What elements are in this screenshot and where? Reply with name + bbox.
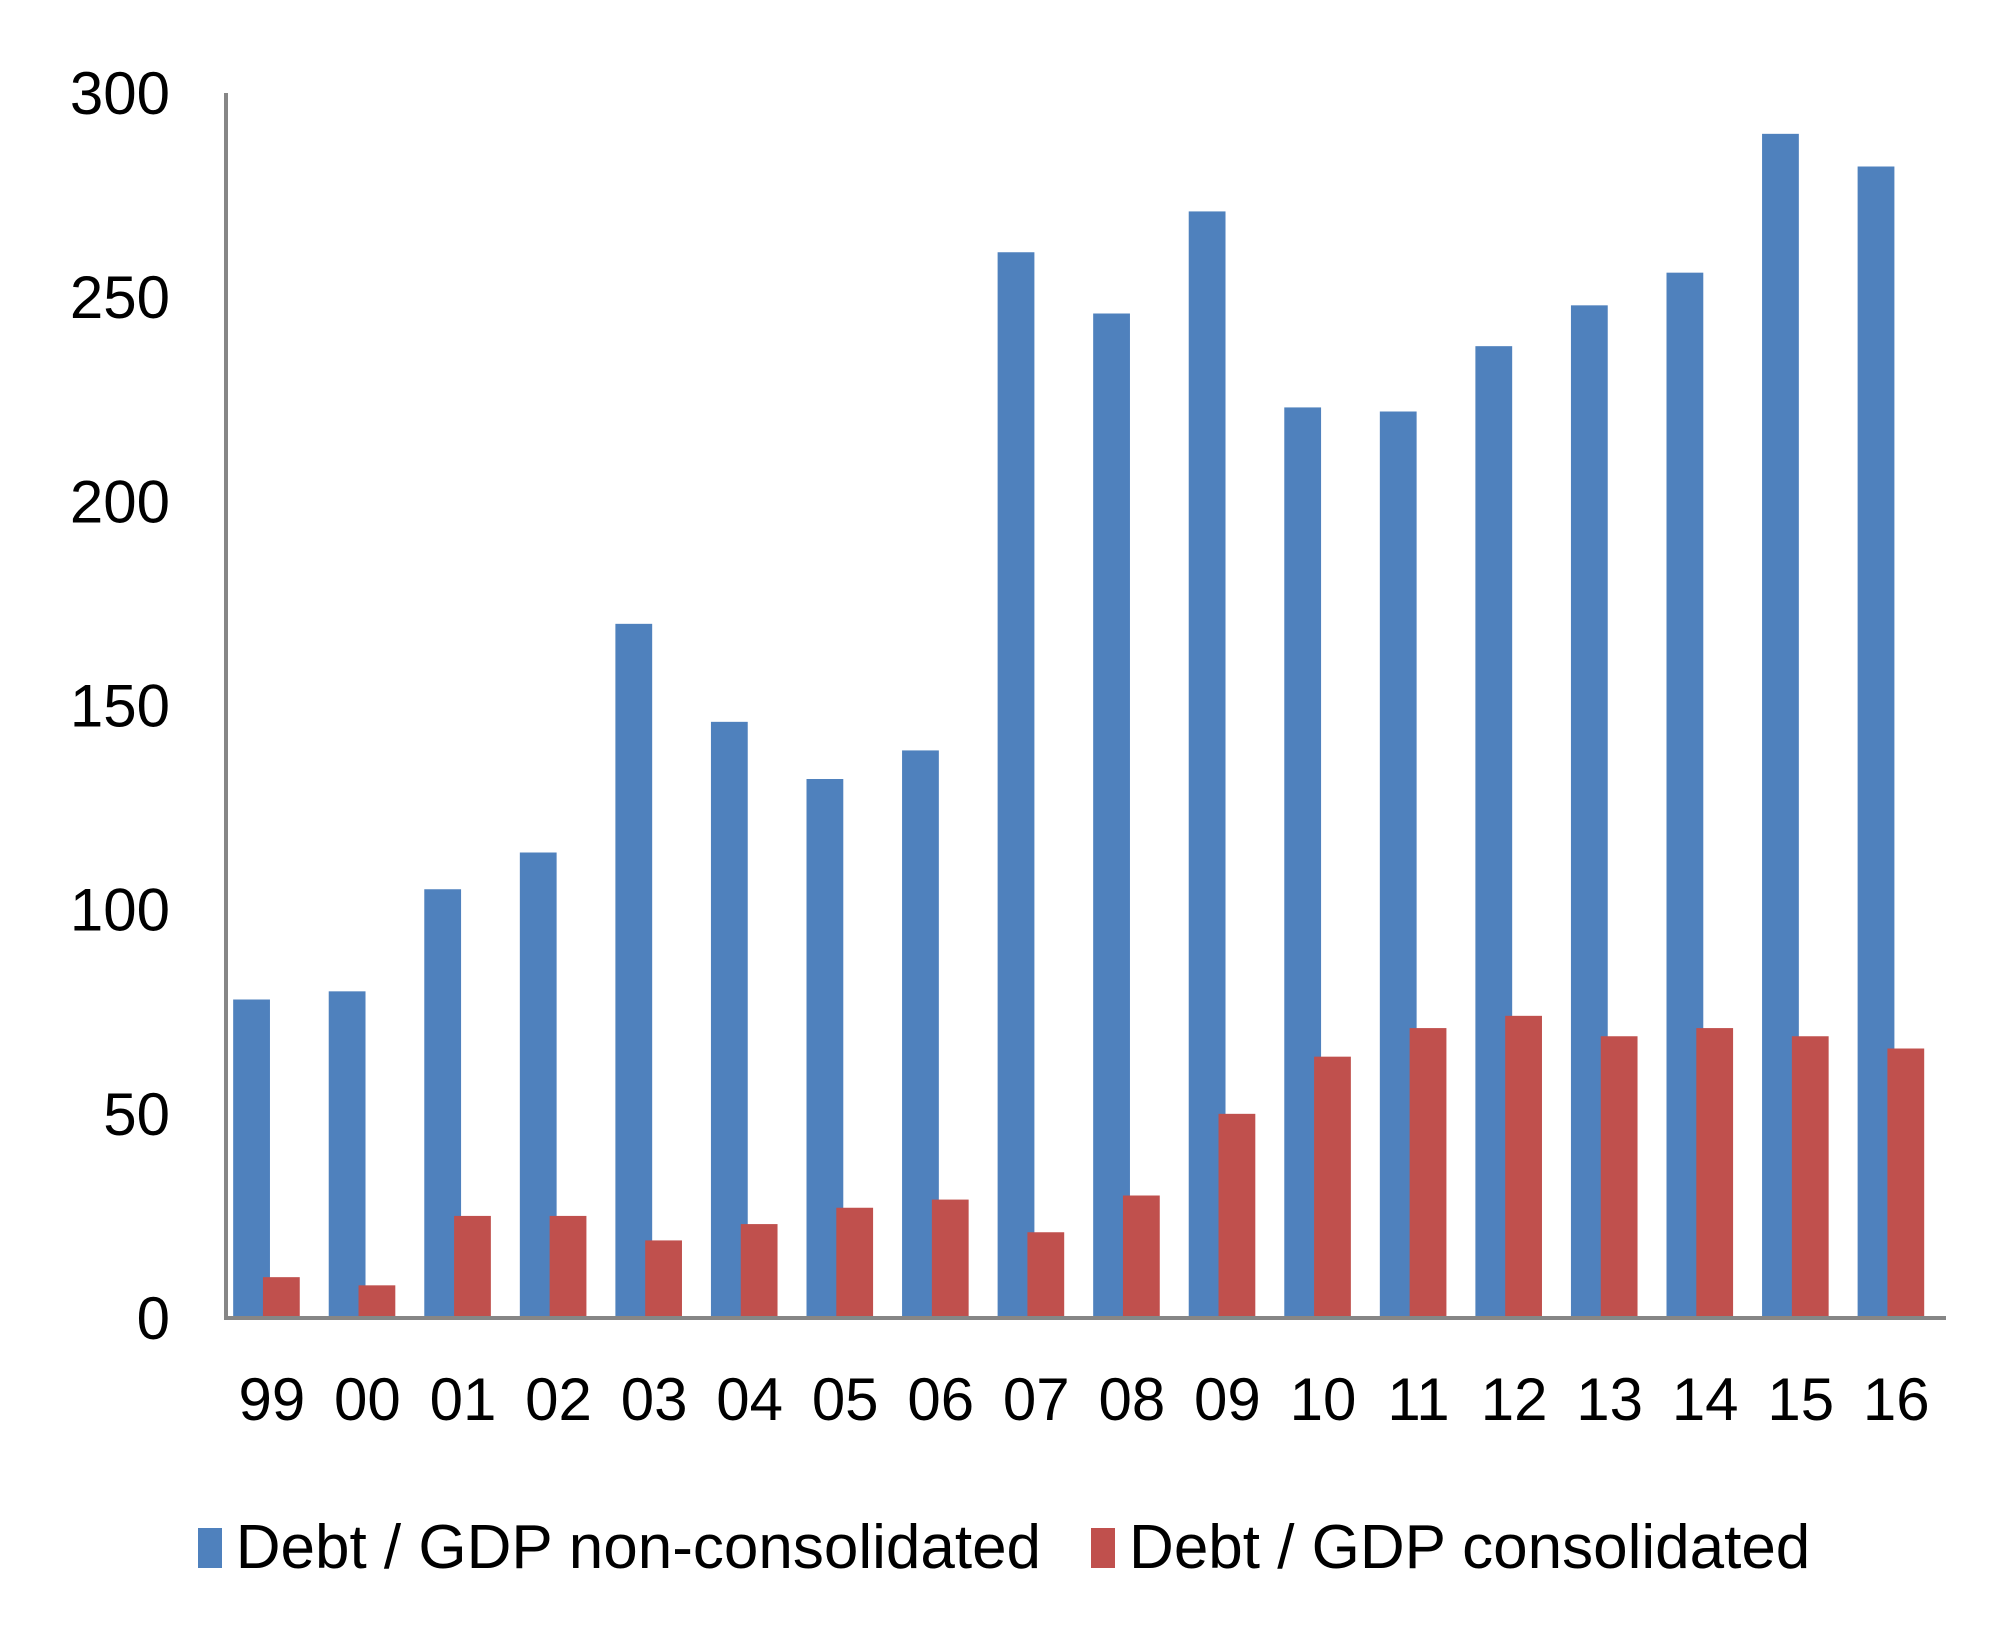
x-tick-label: 16 xyxy=(1863,1366,1930,1433)
bar-consolidated-07 xyxy=(1027,1232,1065,1318)
y-tick-label: 0 xyxy=(137,1285,170,1352)
bar-non-consolidated-08 xyxy=(1093,313,1130,1318)
bar-consolidated-02 xyxy=(549,1215,587,1318)
bar-consolidated-03 xyxy=(645,1240,682,1318)
bar-consolidated-10 xyxy=(1314,1056,1351,1318)
bar-consolidated-12 xyxy=(1505,1015,1542,1318)
bar-consolidated-08 xyxy=(1122,1195,1160,1318)
bar-non-consolidated-00 xyxy=(328,991,366,1318)
x-tick-label: 04 xyxy=(716,1366,783,1433)
x-tick-label: 09 xyxy=(1194,1366,1261,1433)
y-axis-ticks: 0 50 100 150 200 250 300 xyxy=(70,60,170,1352)
bar-consolidated-99 xyxy=(262,1277,300,1318)
x-tick-label: 00 xyxy=(334,1366,401,1433)
bar-non-consolidated-99 xyxy=(233,999,270,1318)
legend: Debt / GDP non-consolidated Debt / GDP c… xyxy=(0,1512,2008,1583)
x-tick-label: 07 xyxy=(1003,1366,1070,1433)
bar-consolidated-01 xyxy=(454,1215,491,1318)
x-tick-label: 14 xyxy=(1672,1366,1739,1433)
x-tick-label: 02 xyxy=(525,1366,592,1433)
x-tick-label: 06 xyxy=(907,1366,974,1433)
y-tick-label: 300 xyxy=(70,60,170,127)
legend-item-non-consolidated[interactable]: Debt / GDP non-consolidated xyxy=(197,1512,1042,1583)
bar-non-consolidated-04 xyxy=(710,721,748,1318)
x-tick-label: 01 xyxy=(430,1366,497,1433)
legend-label-consolidated: Debt / GDP consolidated xyxy=(1129,1513,1811,1582)
bar-non-consolidated-03 xyxy=(615,623,653,1318)
x-tick-label: 12 xyxy=(1481,1366,1548,1433)
bar-consolidated-14 xyxy=(1696,1028,1734,1318)
bars xyxy=(233,133,1925,1319)
x-tick-label: 99 xyxy=(238,1366,305,1433)
x-tick-label: 05 xyxy=(812,1366,879,1433)
legend-label-non-consolidated: Debt / GDP non-consolidated xyxy=(235,1513,1042,1582)
bar-consolidated-16 xyxy=(1887,1048,1925,1318)
y-tick-label: 100 xyxy=(70,877,170,944)
y-tick-label: 150 xyxy=(70,673,170,740)
x-tick-label: 10 xyxy=(1290,1366,1357,1433)
legend-item-consolidated[interactable]: Debt / GDP consolidated xyxy=(1091,1512,1810,1583)
bar-consolidated-13 xyxy=(1600,1036,1638,1318)
bar-consolidated-15 xyxy=(1791,1036,1829,1318)
x-tick-label: 15 xyxy=(1767,1366,1834,1433)
bar-non-consolidated-07 xyxy=(997,252,1035,1318)
bar-consolidated-00 xyxy=(358,1285,396,1318)
x-tick-label: 11 xyxy=(1387,1366,1449,1433)
x-tick-label: 03 xyxy=(621,1366,688,1433)
x-tick-label: 08 xyxy=(1098,1366,1165,1433)
x-axis-ticks: 99 00 01 02 03 04 05 06 07 08 09 10 11 12 13 14 15 16 xyxy=(238,1366,1929,1433)
legend-swatch-non-consolidated xyxy=(197,1527,222,1568)
y-tick-label: 200 xyxy=(70,468,170,535)
legend-swatch-consolidated xyxy=(1091,1527,1116,1568)
x-tick-label: 13 xyxy=(1576,1366,1643,1433)
bar-consolidated-06 xyxy=(931,1199,969,1318)
bar-consolidated-05 xyxy=(836,1207,874,1318)
y-tick-label: 250 xyxy=(70,264,170,331)
y-tick-label: 50 xyxy=(103,1081,170,1148)
bar-consolidated-04 xyxy=(740,1224,778,1318)
bar-consolidated-09 xyxy=(1218,1113,1256,1318)
bar-consolidated-11 xyxy=(1409,1028,1447,1318)
